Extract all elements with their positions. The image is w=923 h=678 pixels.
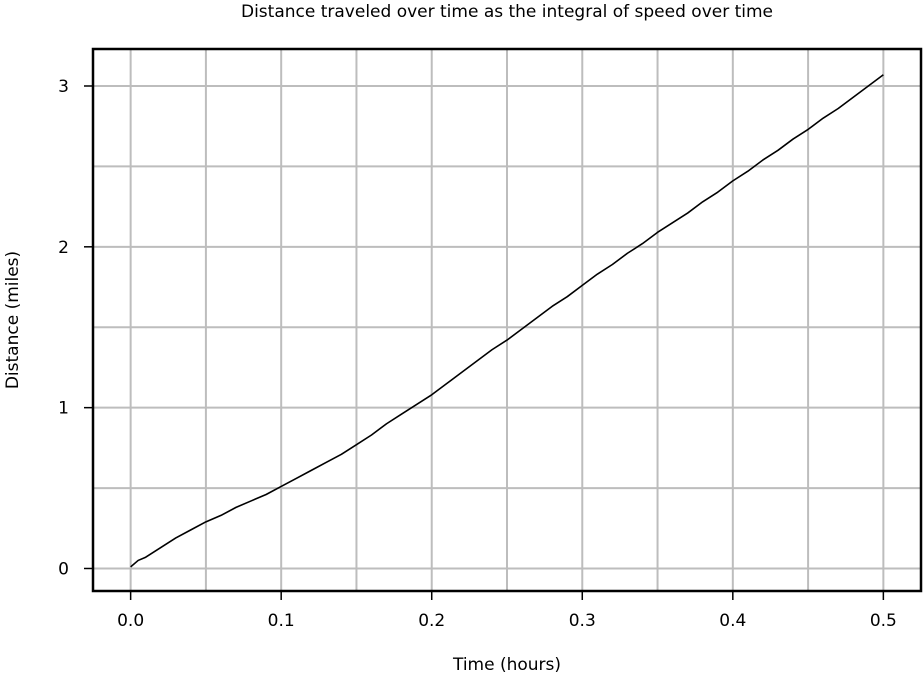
- x-tick-label: 0.4: [719, 611, 746, 631]
- plot-frame: [91, 47, 923, 593]
- chart-title: Distance traveled over time as the integ…: [241, 2, 773, 22]
- y-tick-label: 0: [58, 559, 69, 579]
- distance-line: [130, 74, 884, 568]
- grid: [93, 49, 921, 591]
- x-tick-label: 0.5: [870, 611, 897, 631]
- x-tick-label: 0.3: [569, 611, 596, 631]
- x-tick-label: 0.2: [418, 611, 445, 631]
- x-tick-label: 0.0: [117, 611, 144, 631]
- x-tick-label: 0.1: [268, 611, 295, 631]
- axes-ticks: 0.0 0.1 0.2 0.3 0.4 0.5 0 1 2 3: [58, 77, 897, 631]
- y-tick-label: 2: [58, 238, 69, 258]
- y-tick-label: 1: [58, 399, 69, 419]
- x-axis-label: Time (hours): [452, 655, 561, 675]
- series-layer: [130, 74, 884, 568]
- y-axis-label: Distance (miles): [3, 251, 23, 389]
- y-tick-label: 3: [58, 77, 69, 97]
